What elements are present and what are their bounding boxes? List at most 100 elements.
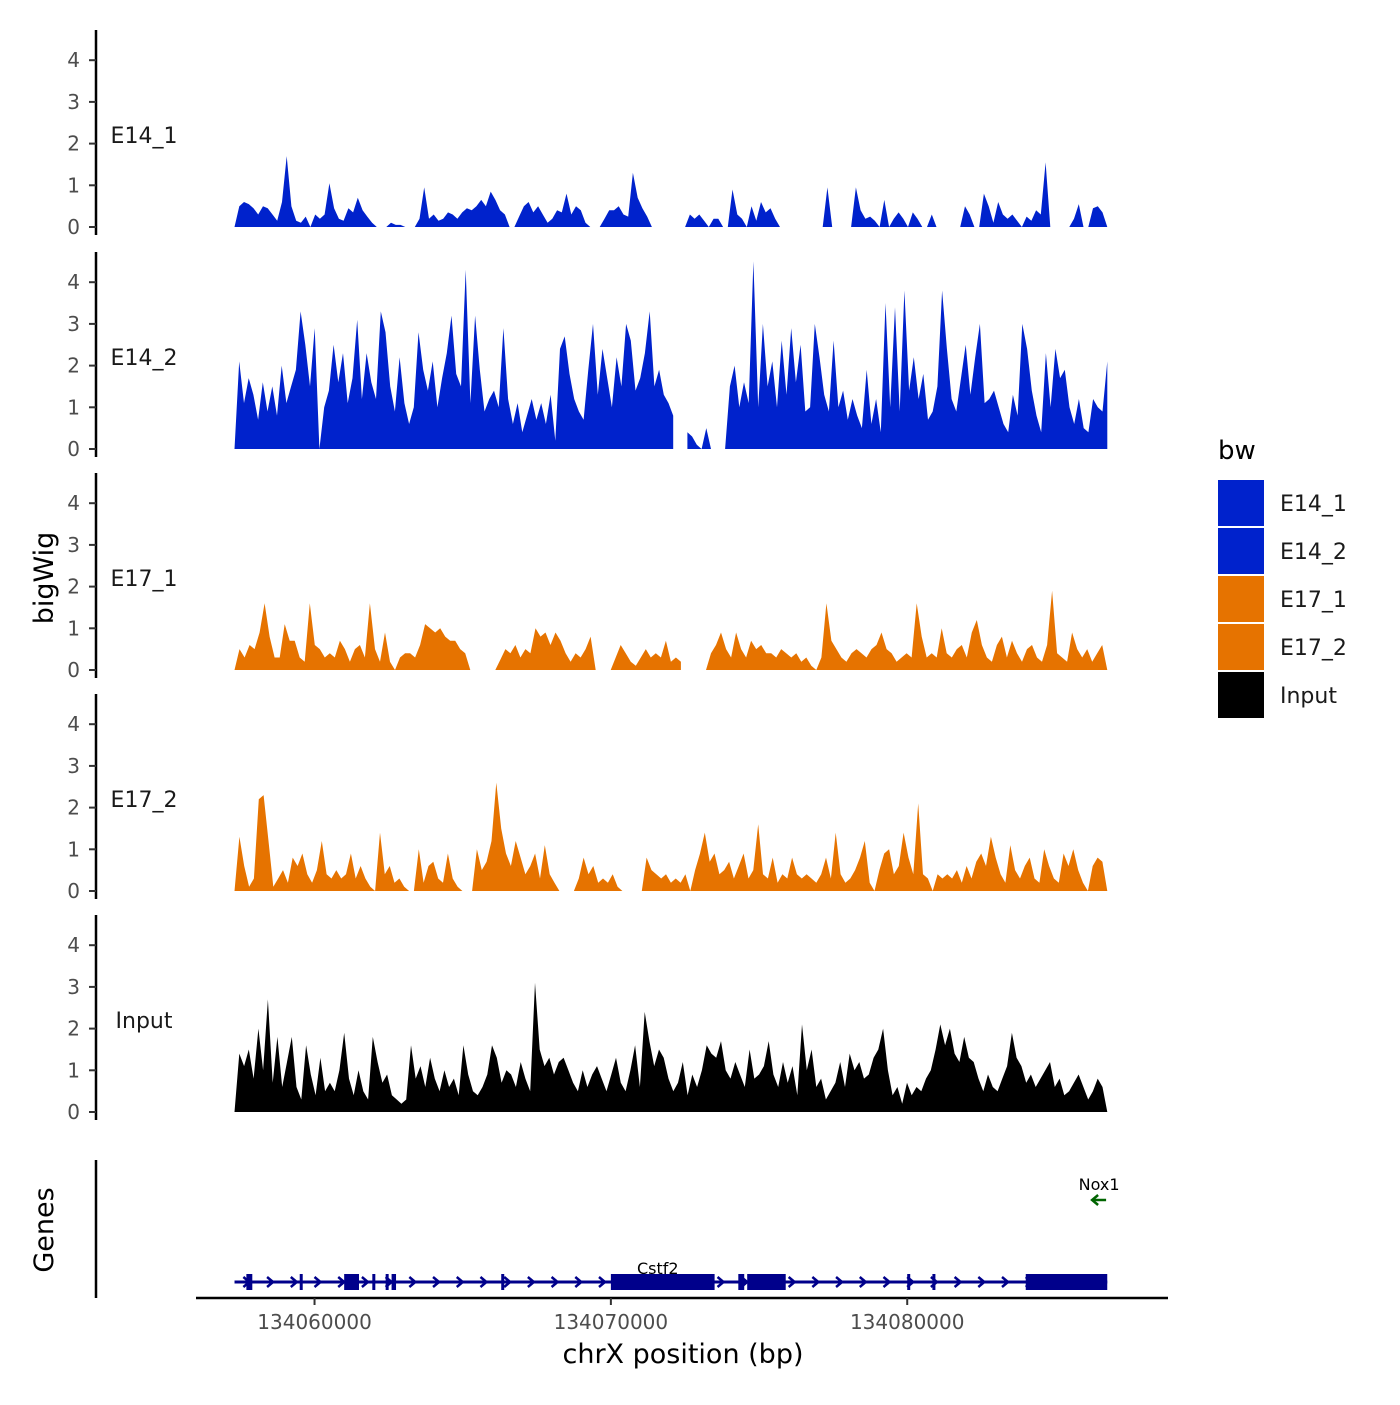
x-tick-label-134060000: 134060000 (257, 1310, 372, 1334)
track-panel-E17_1: 0 1 2 3 4 E17_1 (67, 473, 1108, 682)
y-tick-label-E14_2-4: 4 (67, 270, 80, 294)
y-tick-label-Input-3: 3 (67, 975, 80, 999)
strand-arrow-Cstf2 (598, 1276, 607, 1288)
signal-area-E14_2-0 (234, 269, 674, 449)
exon-Cstf2-3 (372, 1274, 376, 1290)
track-label-E17_1: E17_1 (111, 567, 178, 592)
track-panel-E17_2: 0 1 2 3 4 E17_2 (67, 694, 1108, 903)
y-tick-label-Input-2: 2 (67, 1017, 80, 1041)
exon-Cstf2-0 (246, 1274, 253, 1290)
strand-arrow-Cstf2 (716, 1276, 726, 1288)
signal-area-E17_1-0 (234, 603, 681, 670)
exon-Cstf2-7 (610, 1274, 715, 1290)
strand-arrow-Cstf2 (432, 1276, 441, 1288)
strand-arrow-Cstf2 (977, 1276, 987, 1288)
track-panel-E14_2: 0 1 2 3 4 E14_2 (67, 252, 1108, 461)
y-axis-title: bigWig (29, 532, 60, 625)
exon-Cstf2-10 (907, 1274, 911, 1290)
y-tick-label-Input-4: 4 (67, 933, 80, 957)
strand-arrow-Cstf2 (953, 1276, 963, 1288)
exon-Cstf2-6 (501, 1274, 505, 1290)
legend-label-E14_2: E14_2 (1280, 540, 1347, 565)
x-axis: 134060000 134070000 134080000 (196, 1296, 1168, 1334)
x-axis-title: chrX position (bp) (562, 1339, 803, 1370)
y-tick-label-E17_2-4: 4 (67, 712, 80, 736)
strand-arrow-Cstf2 (882, 1276, 892, 1288)
y-tick-label-E14_1-0: 0 (67, 215, 80, 239)
exon-Cstf2-2 (344, 1274, 359, 1290)
signal-area-E14_2-1 (687, 261, 1108, 449)
y-tick-label-E14_1-1: 1 (67, 173, 80, 197)
legend-label-E17_2: E17_2 (1280, 636, 1347, 661)
exon-Cstf2-12 (1025, 1274, 1108, 1290)
track-label-E14_2: E14_2 (111, 346, 178, 371)
y-tick-label-E14_1-3: 3 (67, 90, 80, 114)
strand-arrow-Cstf2 (550, 1276, 560, 1288)
legend-title: bw (1218, 436, 1256, 466)
y-tick-label-E17_2-1: 1 (67, 837, 80, 861)
track-label-E14_1: E14_1 (111, 124, 178, 149)
track-label-Input: Input (116, 1009, 173, 1034)
x-tick-label-134070000: 134070000 (554, 1310, 669, 1334)
strand-arrow-Cstf2 (479, 1276, 489, 1288)
exon-Cstf2-4 (385, 1274, 389, 1290)
y-tick-label-E17_1-2: 2 (67, 575, 80, 599)
strand-arrow-Cstf2 (408, 1276, 418, 1288)
track-panel-E14_1: 0 1 2 3 4 E14_1 (67, 30, 1108, 239)
legend-swatch-Input (1218, 672, 1264, 718)
legend-swatch-E14_1 (1218, 480, 1264, 526)
signal-area-E17_2-0 (234, 782, 1108, 891)
x-tick-label-134080000: 134080000 (850, 1310, 965, 1334)
signal-area-Input-0 (234, 982, 1108, 1112)
strand-arrow-Cstf2 (811, 1276, 821, 1288)
legend-swatch-E14_2 (1218, 528, 1264, 574)
track-panel-Input: 0 1 2 3 4 Input (67, 915, 1108, 1124)
y-tick-label-E17_2-3: 3 (67, 754, 80, 778)
strand-arrow-Cstf2 (361, 1276, 370, 1288)
gene-Nox1: Nox1 (1079, 1175, 1120, 1206)
tracks-layer: 0 1 2 3 4 E14_1 0 1 2 3 4 E14_2 0 1 2 3 4 E17_1 0 1 2 3 4 E17_2… (67, 30, 1108, 1124)
y-tick-label-E17_2-2: 2 (67, 796, 80, 820)
y-tick-label-E17_1-1: 1 (67, 616, 80, 640)
strand-arrow-Cstf2 (455, 1276, 465, 1288)
y-tick-label-E14_2-0: 0 (67, 437, 80, 461)
y-tick-label-E17_1-3: 3 (67, 533, 80, 557)
y-tick-label-Input-0: 0 (67, 1100, 80, 1124)
strand-arrow-Cstf2 (503, 1276, 513, 1288)
legend-swatch-E17_1 (1218, 576, 1264, 622)
y-tick-label-E14_1-4: 4 (67, 48, 80, 72)
exon-Cstf2-11 (932, 1274, 936, 1290)
signal-area-E17_1-1 (690, 590, 1108, 670)
y-tick-label-E17_1-4: 4 (67, 491, 80, 515)
exon-Cstf2-5 (391, 1274, 397, 1290)
y-tick-label-E17_2-0: 0 (67, 879, 80, 903)
strand-arrow-Nox1 (1090, 1194, 1099, 1206)
legend-label-E14_1: E14_1 (1280, 492, 1347, 517)
gene-track-title: Genes (29, 1187, 60, 1272)
y-tick-label-E17_1-0: 0 (67, 658, 80, 682)
y-tick-label-E14_2-3: 3 (67, 312, 80, 336)
signal-area-E14_1-0 (234, 156, 671, 227)
gene-label-Nox1: Nox1 (1079, 1175, 1120, 1194)
strand-arrow-Cstf2 (835, 1276, 845, 1288)
strand-arrow-Cstf2 (266, 1276, 276, 1288)
strand-arrow-Cstf2 (787, 1276, 797, 1288)
strand-arrow-Cstf2 (313, 1276, 323, 1288)
track-label-E17_2: E17_2 (111, 788, 178, 813)
gene-track: Cstf2 Nox1 (94, 1160, 1120, 1298)
exon-Cstf2-9 (747, 1274, 786, 1290)
strand-arrow-Cstf2 (527, 1276, 536, 1288)
strand-arrow-Cstf2 (858, 1276, 868, 1288)
gene-Cstf2: Cstf2 (234, 1259, 1108, 1290)
strand-arrow-Cstf2 (574, 1276, 584, 1288)
y-tick-label-E14_2-2: 2 (67, 354, 80, 378)
legend-label-Input: Input (1280, 684, 1337, 709)
strand-arrow-Cstf2 (1001, 1276, 1010, 1288)
y-tick-label-Input-1: 1 (67, 1058, 80, 1082)
gene-label-Cstf2: Cstf2 (637, 1259, 679, 1278)
legend-label-E17_1: E17_1 (1280, 588, 1347, 613)
strand-arrow-Cstf2 (289, 1276, 299, 1288)
